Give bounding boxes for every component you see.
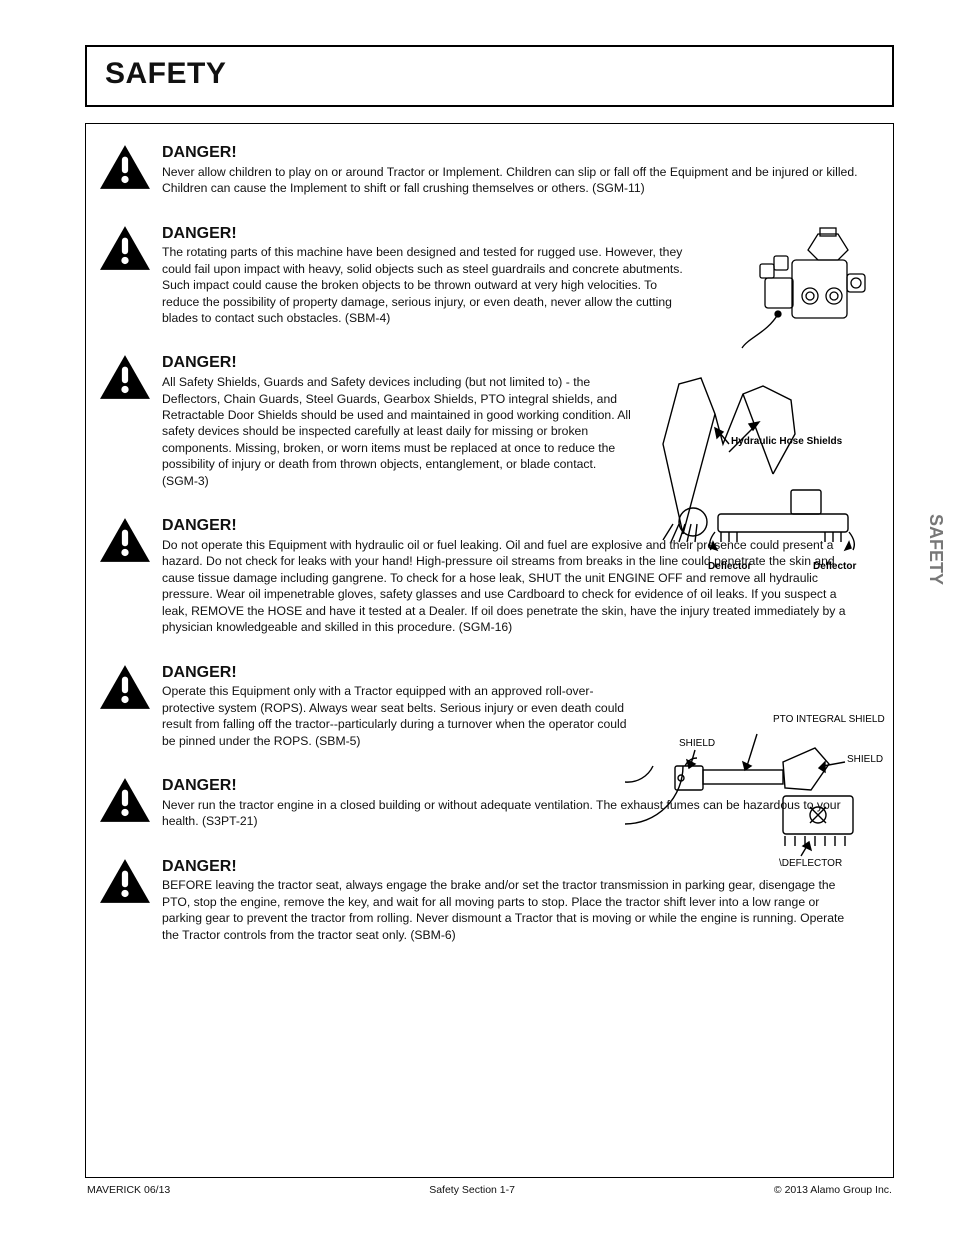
pto-figure: SHIELD PTO INTEGRAL SHIELD SHIELD \DEFLE… (625, 704, 885, 874)
page-title: SAFETY (105, 57, 226, 90)
warning-item: DANGER! Never allow children to play on … (98, 142, 873, 197)
deflector-label-right: Deflector (813, 561, 856, 572)
warning-triangle-icon (98, 352, 152, 400)
warning-text: All Safety Shields, Guards and Safety de… (162, 375, 631, 488)
warning-text: Operate this Equipment only with a Tract… (162, 684, 626, 747)
valve-figure (730, 220, 875, 360)
warning-text: BEFORE leaving the tractor seat, always … (162, 878, 844, 941)
deflector-label-left: Deflector (708, 561, 751, 572)
boom-figure: Hydraulic Hose Shields Deflector Deflect… (623, 364, 883, 574)
hose-shield-label: Hydraulic Hose Shields (731, 436, 843, 447)
danger-label: DANGER! (162, 352, 632, 374)
warning-triangle-icon (98, 775, 152, 823)
pto-deflector-label: DEFLECTOR (782, 858, 842, 869)
footer-right: © 2013 Alamo Group Inc. (774, 1184, 892, 1196)
danger-label: DANGER! (162, 223, 692, 245)
shield-label-1: SHIELD (679, 738, 715, 749)
warning-triangle-icon (98, 142, 152, 190)
danger-label: DANGER! (162, 662, 632, 684)
footer-left: MAVERICK 06/13 (87, 1184, 170, 1196)
integral-shield-label: PTO INTEGRAL SHIELD (773, 714, 885, 725)
warning-triangle-icon (98, 515, 152, 563)
content-box: Hydraulic Hose Shields Deflector Deflect… (85, 123, 894, 1178)
svg-text:\DEFLECTOR: \DEFLECTOR (779, 858, 842, 869)
svg-text:Deflector: Deflector (708, 561, 751, 572)
warning-triangle-icon (98, 856, 152, 904)
danger-label: DANGER! (162, 142, 862, 164)
shield-label-2: SHIELD (847, 754, 883, 765)
footer-center: Safety Section 1-7 (429, 1184, 515, 1196)
page-footer: MAVERICK 06/13 Safety Section 1-7 © 2013… (85, 1184, 894, 1196)
warning-triangle-icon (98, 223, 152, 271)
warning-triangle-icon (98, 662, 152, 710)
side-tab: SAFETY (925, 514, 946, 585)
warning-text: Never allow children to play on or aroun… (162, 165, 858, 195)
title-box: SAFETY (85, 45, 894, 107)
warning-text: The rotating parts of this machine have … (162, 245, 683, 325)
